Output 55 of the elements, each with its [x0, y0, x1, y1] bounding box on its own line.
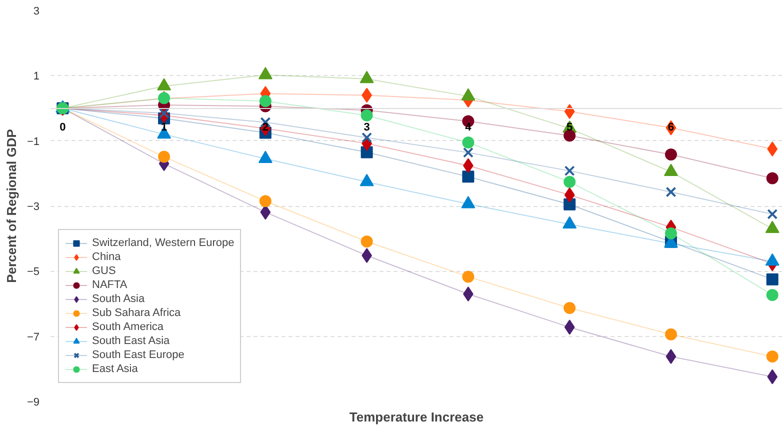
point [766, 350, 778, 363]
point [259, 95, 272, 108]
point [666, 186, 676, 198]
y-tick-label: −7 [26, 331, 40, 344]
point [766, 288, 778, 301]
x-axis-title: Temperature Increase [349, 410, 484, 424]
x-tick-label: 3 [364, 121, 370, 134]
y-tick-label: 3 [33, 6, 40, 18]
y-tick-label: 1 [33, 70, 40, 83]
legend-label: South East Europe [92, 348, 184, 362]
point [462, 270, 474, 283]
point [564, 187, 575, 202]
legend-label: Sub Sahara Africa [92, 306, 181, 320]
x-tick-label: 2 [262, 121, 268, 134]
point [766, 172, 778, 184]
legend-label: East Asia [92, 362, 138, 376]
y-tick-label: −1 [26, 136, 40, 148]
point [666, 349, 676, 364]
point [564, 176, 576, 188]
point [158, 150, 170, 163]
point [462, 147, 474, 158]
point [564, 130, 576, 142]
legend-label: NAFTA [92, 278, 128, 292]
y-tick-label: −9 [26, 396, 40, 408]
point [260, 204, 271, 220]
point [158, 108, 170, 118]
legend-label: South East Asia [92, 334, 170, 348]
y-tick-label: −5 [26, 266, 40, 278]
point [766, 273, 778, 286]
point [564, 104, 575, 120]
point [564, 320, 575, 335]
legend-label: Switzerland, Western Europe [92, 236, 234, 250]
point [362, 132, 372, 143]
point [767, 208, 778, 220]
point [767, 369, 778, 384]
point [564, 302, 576, 314]
legend-label: China [92, 250, 121, 264]
point [564, 198, 576, 210]
y-tick-label: −3 [26, 201, 40, 213]
point [462, 170, 474, 183]
legend-label: South Asia [92, 292, 145, 306]
y-axis-title: Percent of Regional GDP [4, 128, 19, 283]
point [664, 328, 677, 340]
x-tick-label: 6 [668, 121, 674, 134]
point [259, 195, 272, 208]
point [664, 148, 677, 161]
legend-label: GUS [92, 264, 116, 278]
point [360, 236, 373, 248]
x-tick-label: 0 [60, 121, 66, 134]
point [664, 227, 677, 240]
point [564, 166, 575, 176]
point [462, 136, 474, 148]
legend-label: South America [92, 320, 164, 334]
point [767, 141, 778, 156]
point [360, 109, 373, 122]
